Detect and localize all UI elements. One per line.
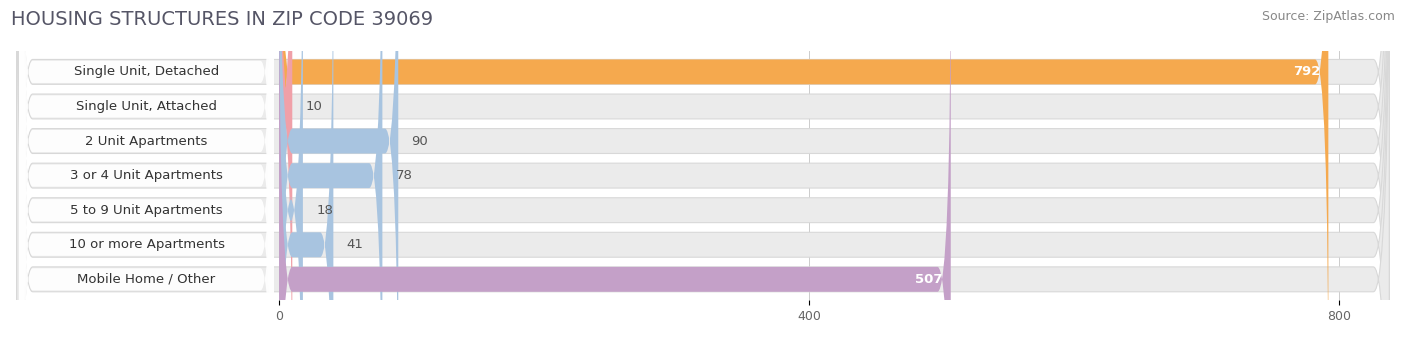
- Text: Source: ZipAtlas.com: Source: ZipAtlas.com: [1261, 10, 1395, 23]
- Text: Single Unit, Attached: Single Unit, Attached: [76, 100, 217, 113]
- FancyBboxPatch shape: [278, 0, 398, 341]
- Text: 3 or 4 Unit Apartments: 3 or 4 Unit Apartments: [70, 169, 224, 182]
- FancyBboxPatch shape: [278, 0, 382, 341]
- Text: HOUSING STRUCTURES IN ZIP CODE 39069: HOUSING STRUCTURES IN ZIP CODE 39069: [11, 10, 433, 29]
- Text: Mobile Home / Other: Mobile Home / Other: [77, 273, 215, 286]
- Text: 41: 41: [347, 238, 364, 251]
- FancyBboxPatch shape: [20, 0, 274, 341]
- Text: 792: 792: [1294, 65, 1320, 78]
- FancyBboxPatch shape: [20, 0, 274, 341]
- Text: 10 or more Apartments: 10 or more Apartments: [69, 238, 225, 251]
- FancyBboxPatch shape: [20, 0, 274, 341]
- FancyBboxPatch shape: [17, 0, 1389, 341]
- Text: 18: 18: [316, 204, 333, 217]
- FancyBboxPatch shape: [17, 0, 1389, 341]
- Text: 2 Unit Apartments: 2 Unit Apartments: [86, 135, 208, 148]
- FancyBboxPatch shape: [278, 0, 333, 341]
- FancyBboxPatch shape: [20, 0, 274, 341]
- FancyBboxPatch shape: [17, 0, 1389, 341]
- FancyBboxPatch shape: [20, 0, 274, 341]
- FancyBboxPatch shape: [17, 0, 1389, 341]
- FancyBboxPatch shape: [278, 0, 292, 341]
- Text: 10: 10: [305, 100, 322, 113]
- FancyBboxPatch shape: [278, 0, 302, 341]
- FancyBboxPatch shape: [20, 0, 274, 341]
- FancyBboxPatch shape: [278, 0, 950, 341]
- Text: Single Unit, Detached: Single Unit, Detached: [75, 65, 219, 78]
- FancyBboxPatch shape: [20, 0, 274, 341]
- Text: 507: 507: [915, 273, 943, 286]
- FancyBboxPatch shape: [17, 0, 1389, 341]
- FancyBboxPatch shape: [278, 0, 1329, 341]
- Text: 90: 90: [412, 135, 429, 148]
- Text: 78: 78: [395, 169, 412, 182]
- Text: 5 to 9 Unit Apartments: 5 to 9 Unit Apartments: [70, 204, 224, 217]
- FancyBboxPatch shape: [17, 0, 1389, 341]
- FancyBboxPatch shape: [17, 0, 1389, 341]
